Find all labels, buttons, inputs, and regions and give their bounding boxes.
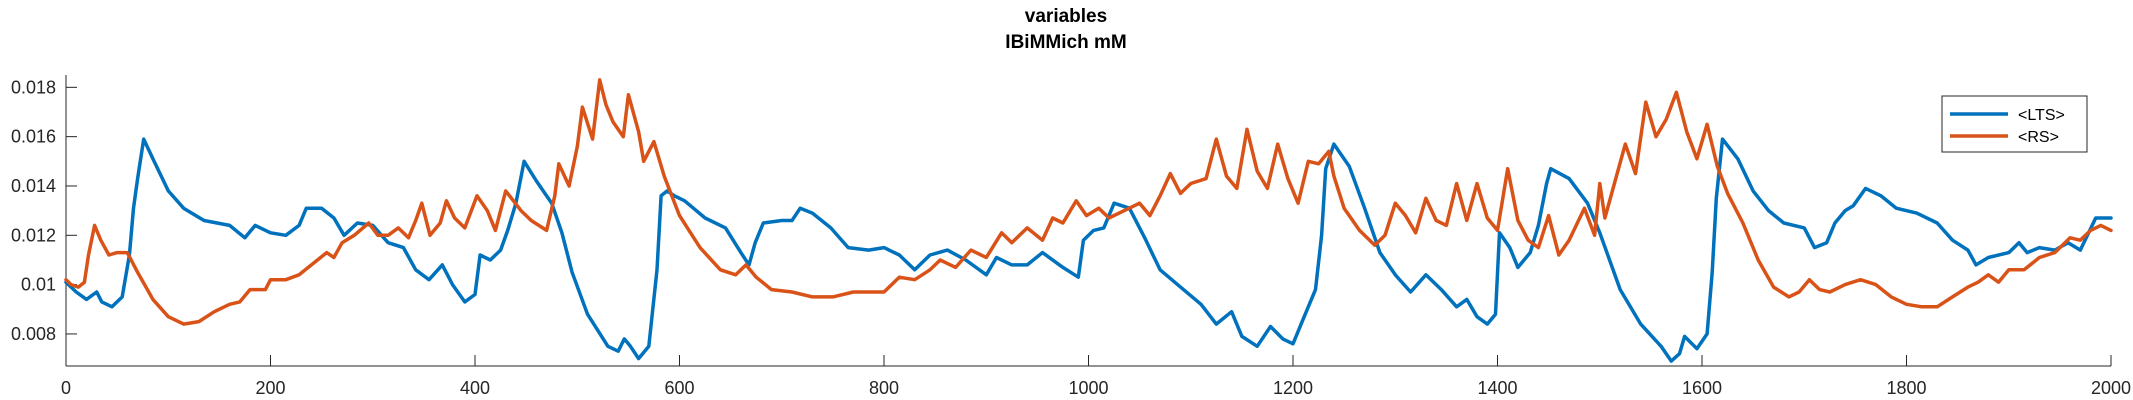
series-line-lts bbox=[64, 137, 2113, 363]
axes: 0 200 400 600 800 1000 1200 1400 1600 1800 2000 0.0… bbox=[11, 75, 2131, 398]
y-tick-label: 0.018 bbox=[11, 77, 56, 97]
x-tick-label: 1400 bbox=[1477, 378, 1517, 398]
y-tick-label: 0.01 bbox=[21, 275, 56, 295]
series-line-rs bbox=[64, 78, 2113, 326]
x-tick-label: 2000 bbox=[2091, 378, 2131, 398]
legend-box bbox=[1941, 95, 2088, 153]
x-tick-label: 1200 bbox=[1273, 378, 1313, 398]
legend-label: <LTS> bbox=[2018, 107, 2065, 124]
x-tick-label: 1600 bbox=[1682, 378, 1722, 398]
chart-subtitle: IBiMMich mM bbox=[1005, 32, 1126, 53]
x-tick-label: 0 bbox=[61, 378, 71, 398]
x-tick-label: 800 bbox=[869, 378, 899, 398]
x-tick-label: 600 bbox=[664, 378, 694, 398]
legend: <LTS> <RS> bbox=[1941, 95, 2088, 153]
y-tick-label: 0.016 bbox=[11, 127, 56, 147]
x-tick-label: 400 bbox=[460, 378, 490, 398]
x-tick-label: 200 bbox=[255, 378, 285, 398]
x-tick-label: 1000 bbox=[1068, 378, 1108, 398]
x-tick-label: 1800 bbox=[1886, 378, 1926, 398]
legend-label: <RS> bbox=[2018, 129, 2059, 146]
y-tick-label: 0.012 bbox=[11, 225, 56, 245]
series-layer bbox=[64, 78, 2113, 363]
y-tick-label: 0.008 bbox=[11, 324, 56, 344]
y-tick-label: 0.014 bbox=[11, 176, 56, 196]
chart-title: variables bbox=[1025, 6, 1107, 27]
